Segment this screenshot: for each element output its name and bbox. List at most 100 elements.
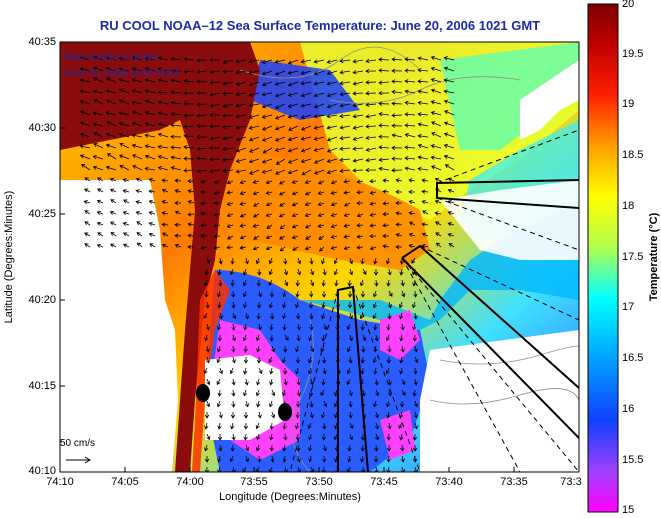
current-vector-arrow <box>387 268 392 276</box>
current-vector-arrow <box>352 114 364 119</box>
current-vector-arrow <box>326 70 338 76</box>
current-vector-arrow <box>217 323 222 331</box>
current-vector-arrow <box>309 312 314 320</box>
current-vector-arrow <box>313 59 325 64</box>
current-vector-arrow <box>109 177 117 182</box>
current-vector-arrow <box>92 111 104 116</box>
current-vector-arrow <box>110 199 117 204</box>
current-vector-arrow <box>292 246 299 251</box>
current-vector-arrow <box>295 301 300 309</box>
current-vector-arrow <box>205 301 210 309</box>
current-vector-arrow <box>385 334 390 342</box>
current-vector-arrow <box>243 323 248 331</box>
current-vector-arrow <box>347 455 352 463</box>
current-vector-arrow <box>430 55 442 61</box>
current-vector-arrow <box>326 59 338 64</box>
current-vector-arrow <box>183 91 195 96</box>
current-vector-arrow <box>283 268 288 276</box>
current-vector-arrow <box>218 411 223 419</box>
current-vector-arrow <box>235 59 247 64</box>
current-vector-arrow <box>398 422 403 429</box>
current-vector-arrow <box>222 124 234 130</box>
current-vector-arrow <box>295 345 300 353</box>
current-vector-arrow <box>330 224 338 229</box>
current-vector-arrow <box>187 222 195 227</box>
current-vector-arrow <box>430 144 442 149</box>
current-vector-arrow <box>330 234 338 239</box>
current-vector-arrow <box>295 411 300 419</box>
current-vector-arrow <box>84 188 91 193</box>
x-tick-label: 74:10 <box>46 476 74 488</box>
current-vector-arrow <box>157 132 169 138</box>
current-vector-arrow <box>421 244 429 249</box>
current-vector-arrow <box>399 356 404 364</box>
current-vector-arrow <box>444 164 455 171</box>
current-vector-arrow <box>313 114 325 119</box>
current-vector-arrow <box>391 156 403 161</box>
current-vector-arrow <box>304 179 312 185</box>
current-vector-arrow <box>213 179 221 185</box>
current-vector-arrow <box>255 466 260 472</box>
current-vector-arrow <box>365 91 377 96</box>
current-vector-arrow <box>401 389 406 396</box>
current-vector-arrow <box>412 444 418 452</box>
current-vector-arrow <box>230 257 235 265</box>
current-vector-arrow <box>84 177 91 182</box>
current-vector-arrow <box>106 153 117 160</box>
current-vector-arrow <box>269 433 274 441</box>
current-vector-arrow <box>443 78 455 83</box>
current-vector-arrow <box>360 356 365 364</box>
current-vector-arrow <box>378 134 390 139</box>
current-vector-arrow <box>314 158 325 164</box>
current-vector-arrow <box>257 411 262 419</box>
current-vector-arrow <box>243 433 248 441</box>
current-vector-arrow <box>443 99 455 105</box>
current-vector-arrow <box>84 232 91 237</box>
current-vector-arrow <box>339 168 351 174</box>
current-vector-arrow <box>360 323 365 331</box>
current-vector-arrow <box>412 334 417 342</box>
current-vector-arrow <box>334 279 339 287</box>
current-vector-arrow <box>269 367 274 375</box>
current-vector-arrow <box>282 323 287 331</box>
current-vector-arrow <box>253 202 260 207</box>
current-vector-arrow <box>119 164 130 171</box>
current-vector-arrow <box>203 312 208 319</box>
current-vector-arrow <box>170 100 182 105</box>
current-vector-arrow <box>157 100 169 105</box>
current-vector-arrow <box>256 279 261 287</box>
current-vector-arrow <box>83 200 91 205</box>
current-vector-arrow <box>296 389 301 397</box>
current-vector-arrow <box>378 57 390 62</box>
current-vector-arrow <box>170 166 182 171</box>
current-vector-arrow <box>326 81 338 86</box>
current-vector-arrow <box>296 268 302 276</box>
current-vector-arrow <box>131 110 143 116</box>
current-vector-arrow <box>404 166 416 171</box>
current-vector-arrow <box>255 334 260 342</box>
current-vector-arrow <box>231 378 236 386</box>
current-vector-arrow <box>118 56 130 61</box>
current-vector-arrow <box>360 433 366 441</box>
current-vector-arrow <box>295 356 301 364</box>
current-vector-arrow <box>395 222 403 227</box>
current-vector-arrow <box>244 378 249 386</box>
current-vector-arrow <box>374 422 380 430</box>
current-vector-arrow <box>161 178 169 183</box>
current-vector-arrow <box>274 81 286 86</box>
current-vector-arrow <box>399 312 404 320</box>
current-vector-arrow <box>287 103 299 108</box>
current-vector-arrow <box>93 77 104 83</box>
current-vector-arrow <box>174 243 182 248</box>
current-vector-arrow <box>313 81 325 86</box>
current-vector-arrow <box>79 110 91 116</box>
current-vector-arrow <box>84 210 91 215</box>
current-vector-arrow <box>265 246 273 251</box>
current-vector-arrow <box>372 301 377 309</box>
current-vector-arrow <box>309 411 314 419</box>
cold-magenta-patch-2 <box>380 310 420 360</box>
current-vector-arrow <box>161 243 169 248</box>
current-vector-arrow <box>131 143 143 149</box>
current-vector-arrow <box>360 455 365 463</box>
